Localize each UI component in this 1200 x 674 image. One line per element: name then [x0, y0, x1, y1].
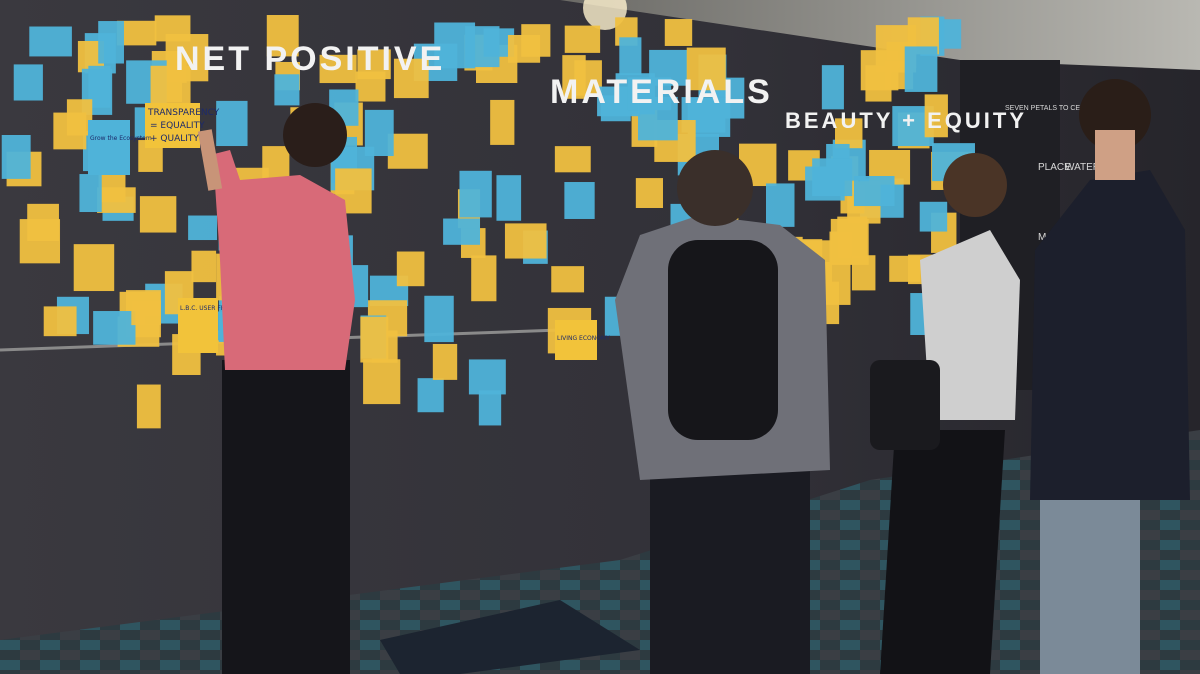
sticky-note [216, 100, 248, 147]
sticky-note [904, 46, 938, 92]
sticky-note [73, 244, 115, 292]
sticky-note [154, 15, 191, 42]
sticky-note [638, 96, 678, 141]
sticky-note [88, 120, 130, 175]
sticky-note [364, 109, 394, 157]
sticky-note [821, 65, 844, 110]
sticky-note [619, 37, 642, 76]
sticky-note [188, 215, 218, 241]
person-backpack [615, 150, 830, 674]
sticky-note [555, 320, 597, 360]
sticky-note [417, 378, 444, 413]
sticky-note [507, 34, 541, 63]
person-red-shirt [197, 103, 355, 674]
sticky-note [564, 25, 601, 53]
sticky-note [136, 384, 161, 429]
sticky-note [686, 47, 726, 91]
person-dark-jacket [1030, 79, 1190, 674]
sticky-note [443, 218, 480, 245]
sticky-note [924, 94, 948, 138]
sticky-note [150, 65, 191, 106]
sticky-note [564, 182, 595, 219]
petal-label: PLACE [1038, 162, 1071, 173]
sticky-note [468, 359, 506, 395]
sticky-note [387, 133, 428, 169]
sticky-note [191, 250, 217, 283]
sticky-note [490, 99, 515, 145]
sticky-note [664, 19, 693, 46]
sticky-note [98, 21, 124, 64]
sticky-note [97, 187, 136, 213]
sticky-note [139, 196, 177, 233]
sticky-note [562, 55, 586, 99]
sticky-note [851, 255, 876, 291]
sticky-note [29, 26, 72, 57]
sticky-note [93, 311, 136, 345]
sticky-note [393, 58, 429, 99]
sticky-note [471, 255, 497, 302]
note-text: = EQUALITY [150, 121, 205, 131]
sticky-note [496, 175, 522, 221]
sticky-note [13, 64, 43, 101]
sticky-note [766, 183, 795, 227]
sticky-note [266, 15, 299, 57]
sticky-note [432, 343, 458, 380]
person-woman [870, 153, 1020, 674]
sticky-note [355, 71, 386, 102]
sticky-note [812, 158, 853, 197]
note-text: TRANSPARENCY [147, 108, 220, 118]
sticky-note [131, 300, 161, 326]
sticky-note [319, 54, 357, 84]
sticky-note [1, 134, 31, 179]
panel-title: SEVEN PETALS TO CERTIFICATION [1005, 105, 1123, 112]
sticky-note [79, 174, 102, 213]
sticky-note [478, 390, 502, 426]
sticky-note [396, 251, 425, 287]
sticky-note [835, 118, 863, 149]
wall-heading: BEAUTY + EQUITY [785, 108, 1027, 133]
sticky-note [27, 203, 59, 242]
sticky-note [363, 359, 401, 405]
sticky-note [178, 298, 218, 353]
sticky-note [145, 103, 200, 148]
sticky-note [459, 170, 492, 218]
carpet-patch [380, 600, 640, 674]
sticky-note [551, 266, 585, 293]
sticky-note [919, 201, 948, 232]
note-text: + QUALITY [150, 134, 199, 144]
wall-heading: NET POSITIVE [175, 40, 445, 78]
sticky-note [853, 176, 895, 207]
sticky-note [554, 146, 591, 173]
sticky-note [360, 316, 389, 363]
note-text: LIVING ECONOMY [557, 335, 610, 342]
sticky-note [88, 65, 111, 108]
petal-label: WATER [1065, 162, 1100, 173]
sticky-note [274, 74, 300, 106]
sticky-note [504, 223, 547, 259]
note-text: Grow the Ecosystem [90, 135, 152, 142]
sticky-note [424, 295, 454, 343]
wall-heading: MATERIALS [550, 73, 773, 111]
sticky-note [635, 178, 663, 208]
sticky-note [434, 22, 476, 69]
sticky-note [43, 306, 77, 337]
